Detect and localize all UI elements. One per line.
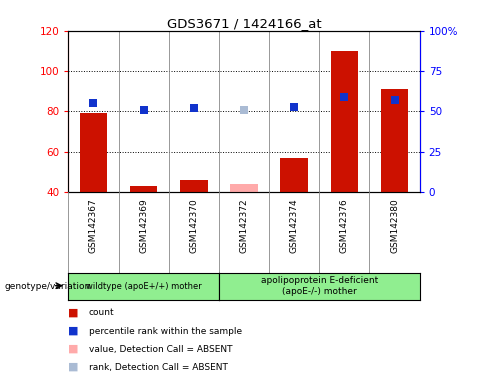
Text: ■: ■: [68, 344, 79, 354]
Text: ■: ■: [68, 308, 79, 318]
Text: apolipoprotein E-deficient
(apoE-/-) mother: apolipoprotein E-deficient (apoE-/-) mot…: [261, 276, 378, 296]
Text: GDS3671 / 1424166_at: GDS3671 / 1424166_at: [167, 17, 321, 30]
Text: count: count: [89, 308, 115, 318]
Text: wildtype (apoE+/+) mother: wildtype (apoE+/+) mother: [86, 281, 202, 291]
Bar: [180, 180, 207, 192]
Text: GSM142376: GSM142376: [340, 199, 349, 253]
Text: GSM142380: GSM142380: [390, 199, 399, 253]
Bar: [130, 186, 158, 192]
Text: ■: ■: [68, 362, 79, 372]
Bar: [330, 51, 358, 192]
Text: genotype/variation: genotype/variation: [5, 281, 91, 291]
Text: ■: ■: [68, 326, 79, 336]
Text: GSM142367: GSM142367: [89, 199, 98, 253]
Text: GSM142369: GSM142369: [139, 199, 148, 253]
Bar: [381, 89, 408, 192]
Text: GSM142370: GSM142370: [189, 199, 198, 253]
Text: percentile rank within the sample: percentile rank within the sample: [89, 326, 242, 336]
Bar: [80, 113, 107, 192]
Text: rank, Detection Call = ABSENT: rank, Detection Call = ABSENT: [89, 362, 228, 372]
Bar: [230, 184, 258, 192]
Bar: [281, 158, 308, 192]
Text: value, Detection Call = ABSENT: value, Detection Call = ABSENT: [89, 344, 232, 354]
Text: GSM142374: GSM142374: [290, 199, 299, 253]
Text: GSM142372: GSM142372: [240, 199, 248, 253]
